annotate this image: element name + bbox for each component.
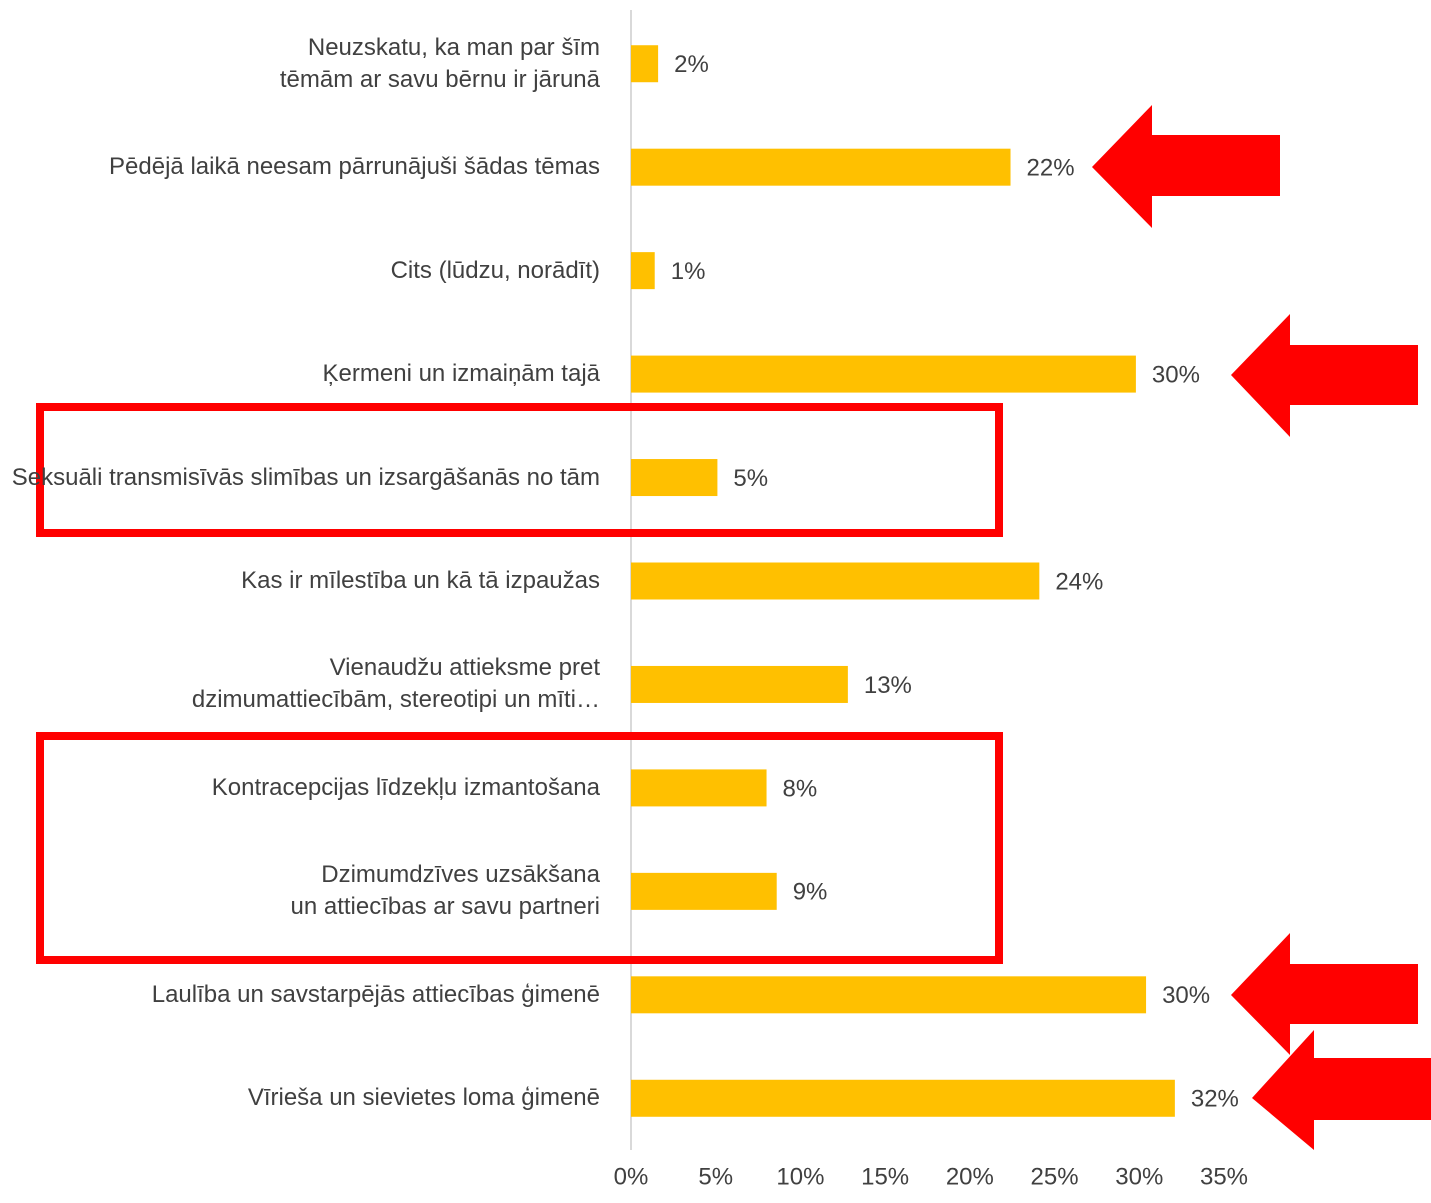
category-label: Vienaudžu attieksme pret dzimumattiecībā…: [0, 652, 600, 716]
bar: [631, 769, 767, 807]
data-label: 30%: [1162, 982, 1210, 1009]
x-tick-label: 10%: [776, 1163, 824, 1190]
x-tick-label: 20%: [946, 1163, 994, 1190]
data-label: 1%: [671, 258, 706, 285]
category-label: Cits (lūdzu, norādīt): [0, 255, 600, 287]
bar: [631, 1079, 1175, 1117]
data-label: 8%: [783, 775, 818, 802]
category-label: Laulība un savstarpējās attiecības ģimen…: [0, 979, 600, 1011]
bar: [631, 872, 777, 910]
category-text: Ķermeni un izmaiņām tajā: [322, 360, 600, 388]
category-label: Dzimumdzīves uzsākšana un attiecības ar …: [0, 859, 600, 923]
category-text: Kas ir mīlestība un kā tā izpaužas: [241, 567, 600, 594]
bar: [631, 252, 655, 290]
bar: [631, 976, 1147, 1014]
data-label: 24%: [1055, 568, 1103, 595]
category-label: Vīrieša un sievietes loma ģimenē: [0, 1082, 600, 1114]
category-text: Laulība un savstarpējās attiecības ģimen…: [151, 980, 600, 1008]
bar: [631, 148, 1011, 186]
data-label: 9%: [793, 879, 828, 906]
category-text: Vienaudžu attieksme pret dzimumattiecībā…: [191, 654, 600, 714]
category-text: Pēdējā laikā neesam pārrunājuši šādas tē…: [109, 153, 600, 181]
bar: [631, 45, 659, 83]
x-tick-label: 25%: [1031, 1163, 1079, 1190]
arrow: [1231, 933, 1418, 1055]
category-text: Neuzskatu, ka man par šīm tēmām ar savu …: [279, 33, 600, 93]
data-label: 2%: [674, 51, 709, 78]
data-label: 32%: [1191, 1086, 1239, 1113]
bar: [631, 562, 1040, 600]
data-label: 30%: [1152, 361, 1200, 388]
data-label: 5%: [733, 465, 768, 492]
x-tick-label: 15%: [861, 1163, 909, 1190]
plot: 0% 5% 10% 15% 20% 25% 30% 35% 2% 22% 1% 30% 5% 24% 13%…: [614, 45, 1248, 1190]
category-label: Seksuāli transmisīvās slimības un izsarg…: [0, 462, 600, 494]
category-text: Dzimumdzīves uzsākšana un attiecības ar …: [290, 861, 600, 921]
bar: [631, 665, 848, 703]
category-text: Cits (lūdzu, norādīt): [390, 256, 600, 284]
category-label: Ķermeni un izmaiņām tajā: [0, 358, 600, 390]
category-text: Kontracepcijas līdzekļu izmantošana: [211, 773, 600, 801]
data-label: 13%: [864, 672, 912, 699]
highlight-box: [36, 403, 1003, 537]
x-tick-label: 35%: [1200, 1163, 1248, 1190]
arrow: [1252, 1030, 1431, 1150]
category-label: Neuzskatu, ka man par šīm tēmām ar savu …: [0, 32, 600, 96]
arrow: [1092, 105, 1280, 228]
x-tick-label: 0%: [614, 1163, 649, 1190]
bar: [631, 355, 1136, 393]
category-label: Kas ir mīlestība un kā tā izpaužas: [0, 565, 600, 597]
category-text: Vīrieša un sievietes loma ģimenē: [247, 1084, 600, 1112]
category-label: Pēdējā laikā neesam pārrunājuši šādas tē…: [0, 151, 600, 183]
highlight-box: [36, 732, 1003, 964]
x-tick-label: 5%: [698, 1163, 733, 1190]
category-text: Seksuāli transmisīvās slimības un izsarg…: [11, 463, 600, 491]
arrow: [1231, 314, 1418, 437]
x-tick-label: 30%: [1115, 1163, 1163, 1190]
bar: [631, 459, 718, 497]
data-label: 22%: [1027, 155, 1075, 182]
category-label: Kontracepcijas līdzekļu izmantošana: [0, 772, 600, 804]
